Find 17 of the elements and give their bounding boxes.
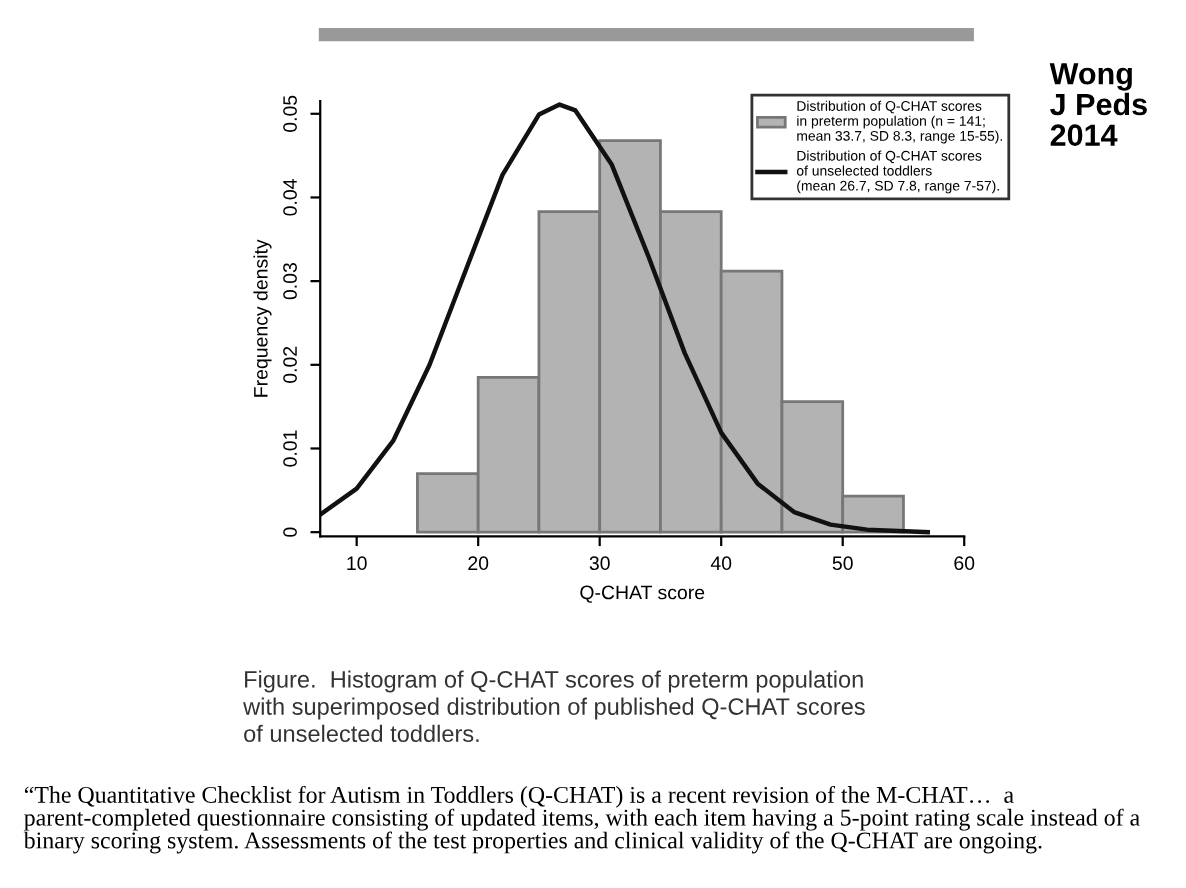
y-tick-label: 0 — [283, 527, 297, 537]
y-tick-label: 0.02 — [283, 346, 297, 383]
x-tick-label: 10 — [347, 556, 367, 571]
y-tick-label: 0.03 — [283, 263, 297, 300]
x-axis-title: Q-CHAT score — [580, 585, 705, 603]
x-tick-label: 50 — [832, 556, 853, 571]
y-tick-label: 0.04 — [283, 179, 297, 216]
x-tick-label: 30 — [589, 556, 610, 571]
text: “The Quantitative Checklist for Autism in Toddlers (Q-CHAT) is a recent revision of the M-CHAT… a parent-completed questionnaire consisting of updated items, with each item having a 5-point rating scale instead of a binary scoring system. Assessments of the test properties and clinical validity of the Q-CHAT are ongoing. — [23, 785, 1140, 854]
text: Wong J Peds 2014 — [1049, 63, 1147, 146]
text: Figure. Histogram of Q-CHAT scores of preterm population with superimposed distribution of published Q-CHAT scores of unselected toddlers. — [243, 670, 865, 743]
y-tick-label: 0.01 — [283, 430, 297, 467]
x-tick-label: 60 — [954, 556, 975, 571]
x-tick-label: 40 — [710, 556, 732, 571]
x-tick-label: 20 — [468, 556, 489, 571]
y-tick-label: 0.05 — [283, 95, 297, 132]
y-axis-title: Frequency density — [253, 239, 272, 397]
